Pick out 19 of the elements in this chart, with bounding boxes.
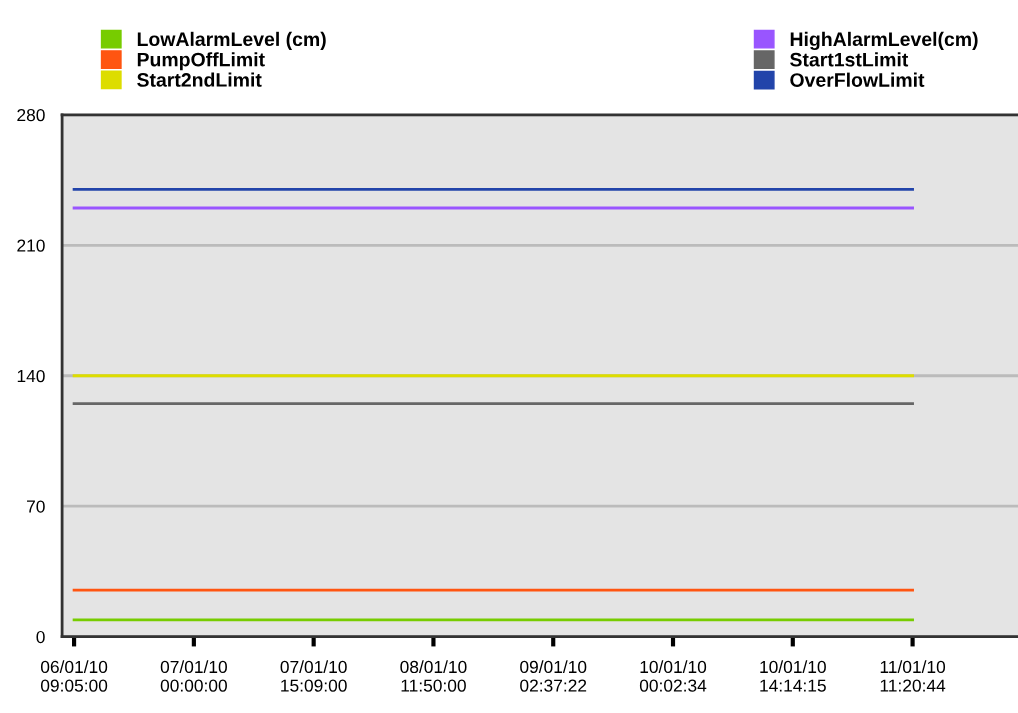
legend-label: Start1stLimit [790, 52, 909, 67]
y-tick-label: 140 [17, 369, 45, 383]
x-tick-label: 10/01/10 14:14:15 [760, 660, 826, 692]
x-tick-label: 06/01/10 09:05:00 [40, 660, 108, 692]
x-tick-label: 11/01/10 11:20:44 [880, 660, 946, 692]
y-tick-label: 0 [36, 630, 45, 644]
legend-label: PumpOffLimit [137, 52, 265, 71]
legend-label: HighAlarmLevel(cm) [790, 31, 978, 51]
y-tick-label: 280 [17, 108, 45, 122]
legend-label: LowAlarmLevel (cm) [137, 31, 326, 50]
x-tick-label: 08/01/10 11:50:00 [400, 660, 467, 692]
x-tick-label: 09/01/10 02:37:22 [520, 660, 587, 692]
x-tick-label: 07/01/10 15:09:00 [280, 660, 347, 692]
y-tick-label: 210 [17, 239, 45, 252]
x-tick-label: 07/01/10 00:00:00 [160, 660, 227, 692]
y-tick-label: 70 [27, 500, 45, 513]
legend-label: OverFlowLimit [790, 72, 925, 87]
x-tick-label: 10/01/10 00:02:34 [639, 660, 707, 692]
legend-label: Start2ndLimit [137, 72, 262, 87]
